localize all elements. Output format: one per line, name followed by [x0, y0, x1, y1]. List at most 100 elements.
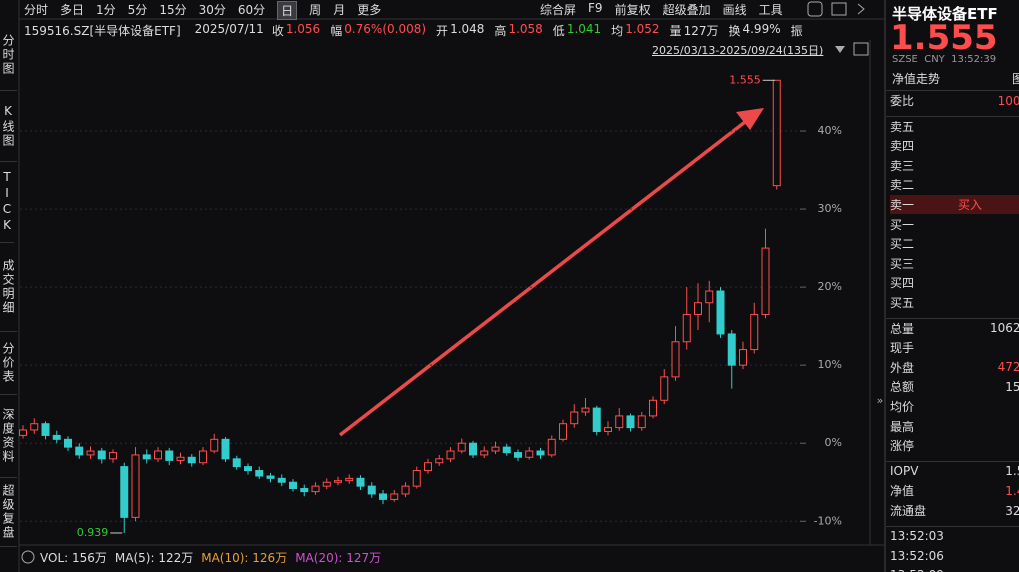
y-tick-label: 10%: [818, 358, 842, 371]
panel-row: 买三: [890, 254, 1019, 273]
row-label: 卖四: [890, 139, 915, 154]
candle-body: [221, 438, 230, 460]
period-tab[interactable]: 5分: [127, 3, 148, 17]
period-tab[interactable]: 日: [277, 1, 298, 20]
panel-title: 半导体设备ETF: [892, 5, 998, 23]
candle-body: [536, 450, 545, 456]
candle-body: [334, 480, 342, 483]
candle-body: [705, 290, 714, 304]
period-tab[interactable]: 15分: [159, 3, 187, 17]
quote-value: 127万: [683, 24, 719, 38]
separator: [886, 317, 1019, 319]
row-label: 总额: [890, 380, 915, 395]
candle-body: [694, 302, 702, 315]
wp-icon[interactable]: [853, 42, 869, 56]
quote-label: 换: [728, 24, 741, 38]
row-label: 净值: [890, 484, 915, 499]
panel-row: 买四: [890, 273, 1019, 292]
candle-body: [311, 485, 320, 493]
candle-body: [502, 446, 511, 454]
candle-body: [120, 466, 129, 518]
date-range[interactable]: 2025/03/13-2025/09/24(135日): [652, 44, 824, 57]
panel-row: 卖三: [890, 156, 1019, 175]
quote-value: 4.99%: [742, 22, 781, 36]
row-value: 32.9: [1005, 503, 1019, 518]
row-label: 外盘: [890, 360, 915, 375]
row-value: 1.46: [1005, 483, 1019, 498]
period-tab[interactable]: 月: [333, 3, 346, 17]
period-tab[interactable]: 30分: [198, 3, 226, 17]
candle-body: [131, 454, 140, 518]
candle-body: [345, 477, 354, 482]
period-tab[interactable]: 多日: [60, 3, 85, 17]
row-label: 买一: [890, 217, 915, 232]
min-label: 0.939: [77, 526, 109, 539]
candle-body: [255, 470, 264, 477]
candle-body: [289, 481, 297, 489]
y-tick-label: 30%: [818, 202, 842, 215]
period-tab[interactable]: 更多: [357, 3, 382, 17]
candle-body: [401, 485, 410, 495]
candle-body: [570, 411, 579, 425]
panel-row: 净值 1.46: [890, 481, 1019, 500]
help-icon[interactable]: [21, 550, 35, 564]
period-tab[interactable]: 60分: [237, 3, 266, 17]
panel-row: 均价1.: [890, 397, 1019, 416]
nav-right[interactable]: 图: [1012, 72, 1019, 86]
sidebar-tab: TICK: [0, 162, 14, 243]
sidebar: 分时图 K线图 TICK 成交明细 分价表 深度资料 超级复盘: [0, 20, 18, 547]
expand-icon[interactable]: »: [877, 394, 884, 407]
tool-toolbar: 综合屏 F9 前复权 超级叠加 画线 工具: [540, 1, 795, 18]
quote-value: 1.048: [450, 22, 485, 36]
quote-label: 均: [611, 24, 624, 38]
candle-body: [322, 481, 331, 487]
tool-tab: 前复权: [614, 3, 651, 17]
candle-body: [626, 415, 635, 429]
quote-label: 幅: [330, 24, 343, 38]
sidebar-tab: K线图: [0, 91, 17, 162]
sidebar-tab: 超级复盘: [0, 478, 17, 547]
candle-body: [739, 349, 747, 366]
panel-row: 流通盘 32.9: [890, 501, 1019, 520]
row-label: 总量: [890, 321, 915, 336]
period-tab[interactable]: 周: [309, 3, 322, 17]
next-icon[interactable]: [857, 3, 865, 15]
row-label: 涨停: [890, 439, 915, 454]
quote-label: 低: [552, 24, 565, 38]
panel-row: 买五: [890, 293, 1019, 312]
panel-row: 现手: [890, 338, 1019, 357]
period-tab[interactable]: 1分: [96, 3, 116, 17]
candle-body: [435, 458, 444, 464]
trend-arrowhead: [736, 108, 764, 130]
candle-body: [390, 493, 399, 500]
panel-row: 总量 1062.0: [890, 319, 1019, 338]
period-tab[interactable]: 分时: [24, 3, 49, 17]
row-value: 1.54: [1005, 464, 1019, 479]
candle-body: [581, 407, 590, 413]
code: 159516.SZ[半导体设备ETF]: [24, 24, 181, 38]
row-action[interactable]: 买入: [958, 198, 983, 212]
candle-body: [199, 450, 207, 464]
y-tick-label: 20%: [818, 280, 842, 293]
nav-tab[interactable]: 净值走势: [892, 72, 941, 86]
candle-body: [266, 475, 275, 479]
row-label: 13:52:03: [890, 529, 944, 544]
settings-icon[interactable]: [807, 1, 823, 17]
dropdown-icon[interactable]: [835, 46, 845, 53]
candle-body: [604, 427, 612, 433]
candle-body: [109, 452, 117, 460]
tool-icon[interactable]: [831, 2, 847, 16]
panel-row: 13:52:06: [890, 546, 1019, 565]
candle-body: [615, 415, 624, 429]
row-value: 100.0: [997, 93, 1019, 108]
volume-stat: VOL: 156万: [40, 551, 107, 565]
candle-body: [716, 290, 725, 335]
tool-tab: 工具: [758, 3, 783, 17]
panel-row: 最高1.: [890, 417, 1019, 436]
quote-panel: 半导体设备ETF 1.555 SZSE CNY 13:52:39 净值走势 图 …: [886, 0, 1019, 572]
candle-body: [187, 456, 196, 464]
volume-bar: VOL: 156万 MA(5): 122万 MA(10): 126万 MA(20): …: [40, 549, 381, 566]
row-label: 均价: [890, 400, 915, 414]
quote-label: 量: [669, 24, 682, 38]
